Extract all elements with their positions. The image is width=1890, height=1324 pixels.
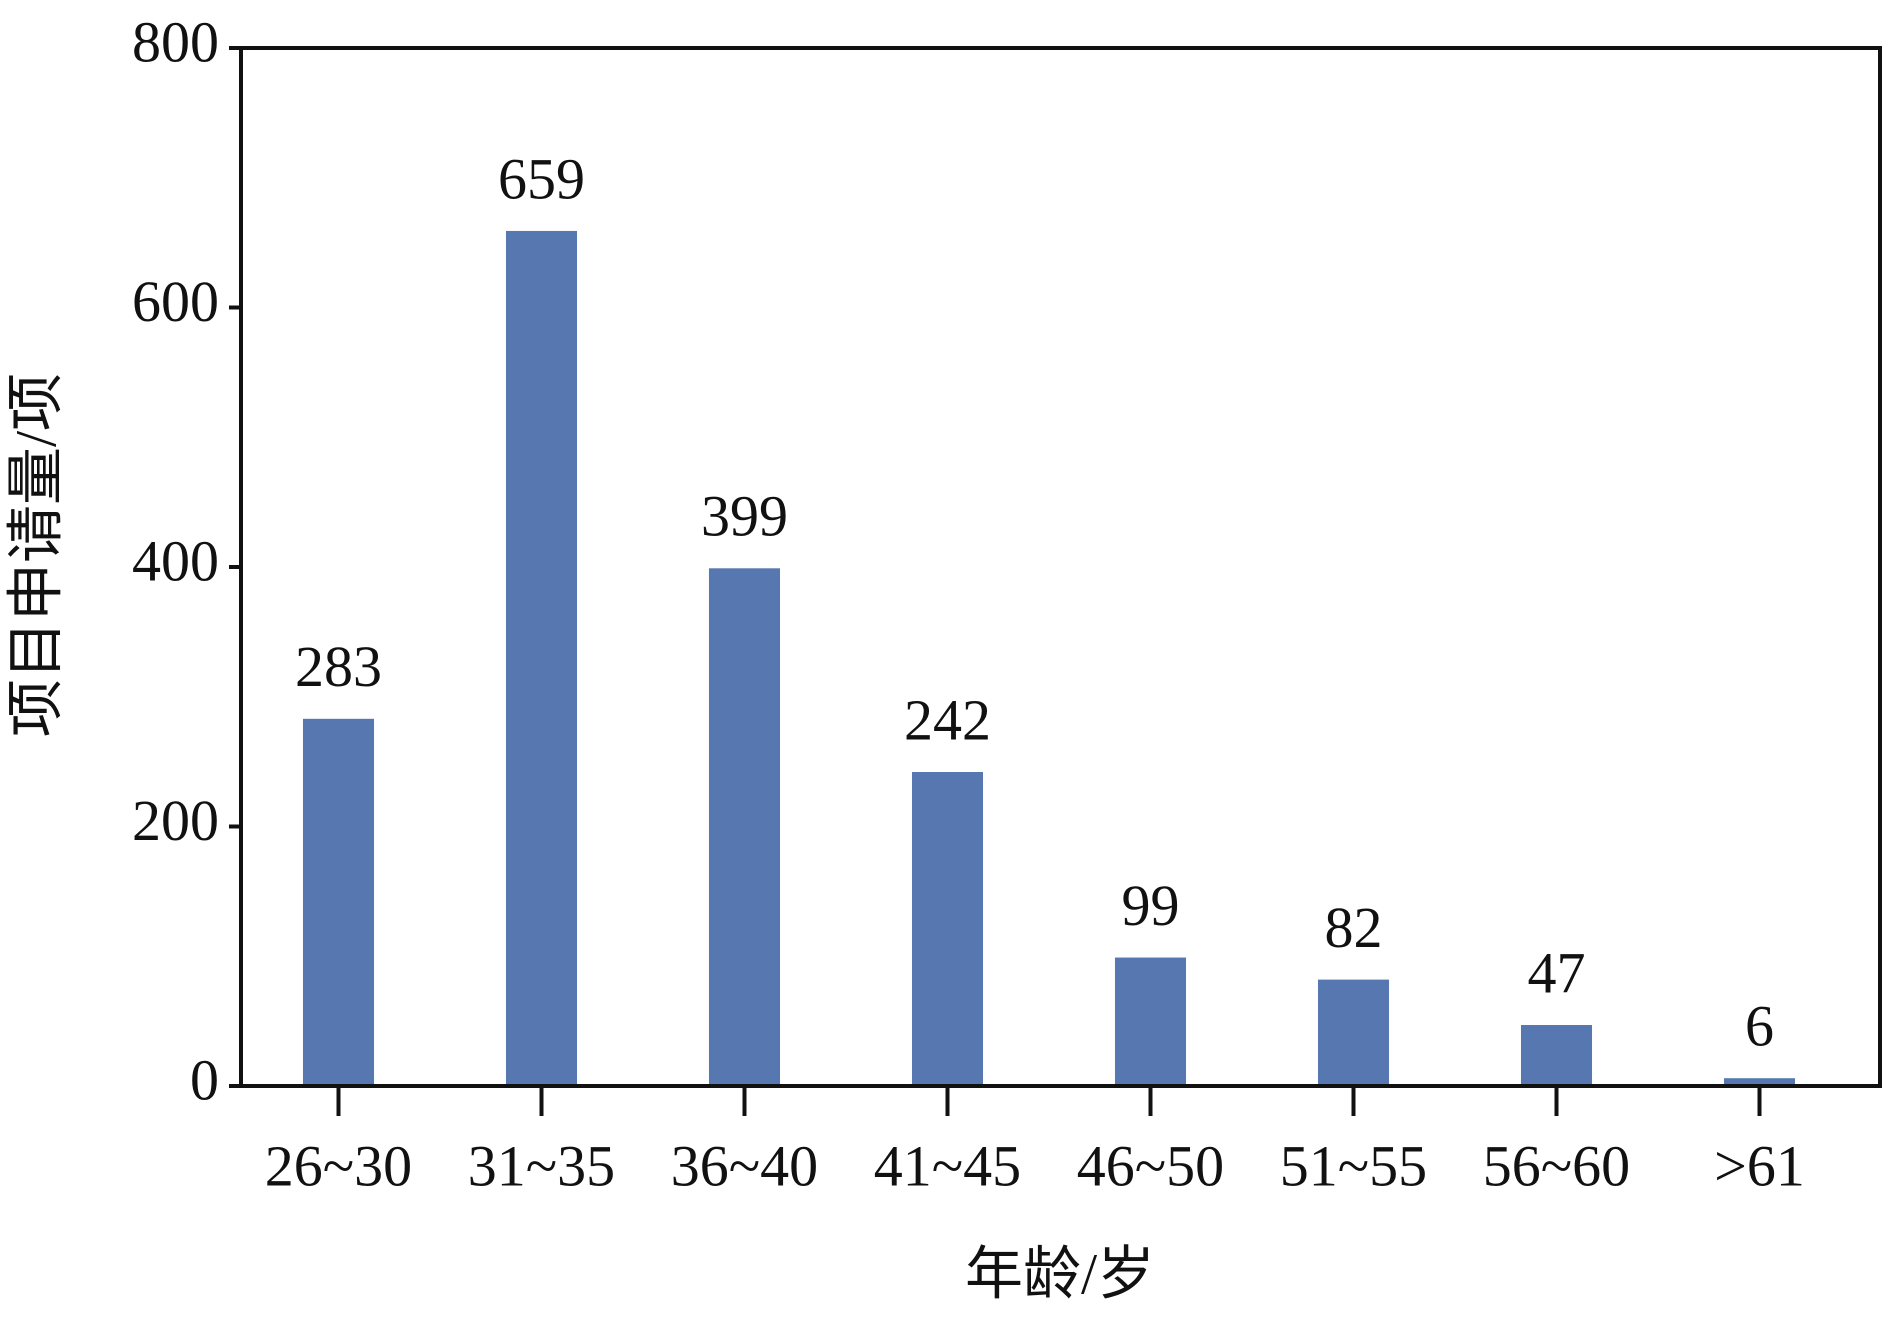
data-label: 242 [904, 687, 991, 752]
bar [505, 230, 578, 1086]
data-label: 283 [295, 634, 382, 699]
y-tick-label: 600 [132, 269, 219, 334]
x-tick-label: 31~35 [468, 1133, 615, 1198]
x-tick-label: 51~55 [1280, 1133, 1427, 1198]
y-tick-label: 400 [132, 528, 219, 593]
y-tick-label: 200 [132, 788, 219, 853]
y-tick-label: 800 [132, 9, 219, 74]
y-tick-label: 0 [190, 1047, 219, 1112]
bar [708, 568, 781, 1086]
data-label: 659 [498, 146, 585, 211]
plot-frame [239, 46, 1882, 1088]
data-label: 99 [1122, 873, 1180, 938]
bar [1114, 957, 1187, 1086]
bar [1520, 1025, 1593, 1086]
x-tick-label: 36~40 [671, 1133, 818, 1198]
x-tick-label: 26~30 [265, 1133, 412, 1198]
bar [1723, 1078, 1796, 1086]
data-label: 82 [1325, 895, 1383, 960]
data-label: 47 [1528, 940, 1586, 1005]
bar [1317, 979, 1390, 1086]
x-tick-label: 56~60 [1483, 1133, 1630, 1198]
x-tick-label: 41~45 [874, 1133, 1021, 1198]
x-tick-label: 46~50 [1077, 1133, 1224, 1198]
y-axis-title: 项目申请量/项 [3, 373, 68, 737]
bar [302, 718, 375, 1086]
x-axis-title: 年龄/岁 [965, 1241, 1155, 1306]
bar [911, 772, 984, 1086]
data-label: 399 [701, 484, 788, 549]
data-label: 6 [1745, 994, 1774, 1059]
x-tick-label: >61 [1714, 1133, 1805, 1198]
